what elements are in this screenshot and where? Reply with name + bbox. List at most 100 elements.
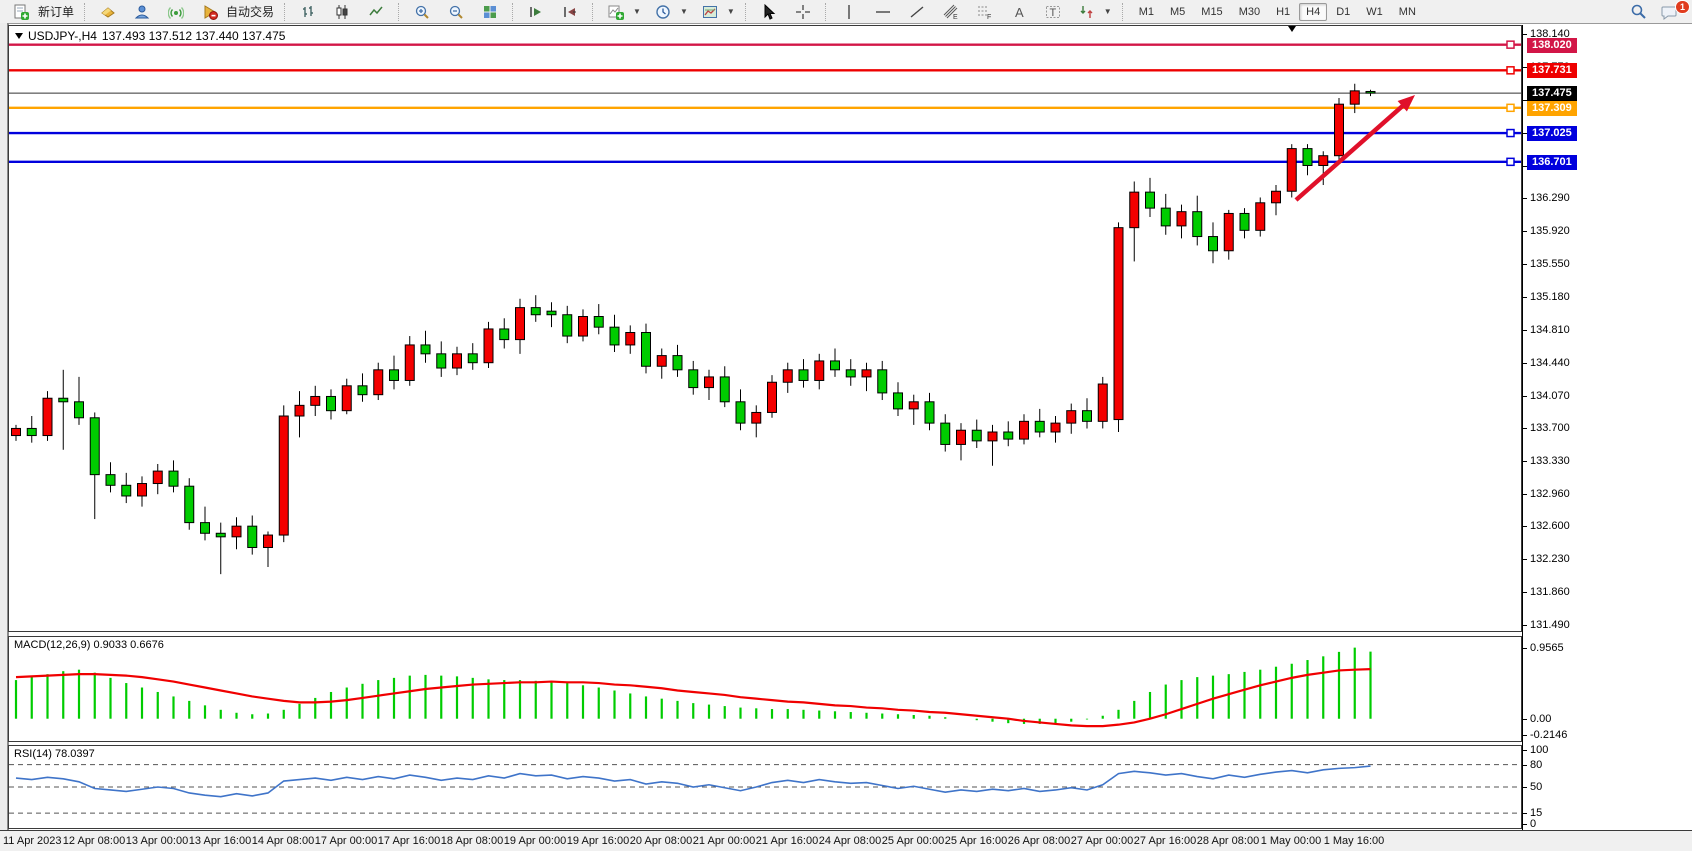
candlestick-plot[interactable] [9, 26, 1521, 631]
toolbar-separator [744, 2, 751, 21]
candle [515, 307, 525, 341]
tile-windows-button[interactable] [476, 3, 508, 21]
auto-scroll-button[interactable] [522, 3, 554, 21]
text-button[interactable]: A [1005, 3, 1037, 21]
trend-arrow-annotation[interactable] [1294, 99, 1409, 202]
candle [452, 353, 462, 369]
candle [89, 417, 100, 476]
candle [1082, 410, 1092, 422]
indicators-button[interactable]: ▼ [602, 3, 647, 21]
chat-button[interactable]: 1 [1655, 0, 1690, 21]
autotrading-button[interactable]: 自动交易 [196, 3, 280, 21]
candle [719, 376, 730, 403]
candle [1097, 383, 1108, 422]
chart-ohlc: 137.493 137.512 137.440 137.475 [101, 29, 286, 43]
timeframe-mn-button[interactable]: MN [1398, 5, 1416, 18]
rsi-line [15, 765, 1371, 798]
chart-symbol: USDJPY-,H4 [28, 29, 97, 43]
templates-button[interactable]: ▼ [696, 3, 741, 21]
rsi-tick-label: 15 [1530, 807, 1543, 820]
timeframe-w1-button[interactable]: W1 [1366, 5, 1383, 18]
bar-chart-button[interactable] [294, 3, 326, 21]
candle [105, 474, 116, 486]
main-chart-panel[interactable]: USDJPY-,H4 137.493 137.512 137.440 137.4… [8, 25, 1522, 632]
time-tick-label: 21 Apr 00:00 [692, 835, 756, 847]
level-price-label: 137.309 [1527, 100, 1577, 116]
level-price-label: 138.020 [1527, 37, 1577, 53]
candle [200, 522, 210, 534]
candle [1160, 207, 1171, 227]
candle [987, 431, 998, 442]
level-price-label: 136.701 [1527, 154, 1577, 170]
axis-tick [1523, 231, 1527, 233]
label-button[interactable]: T [1039, 3, 1071, 21]
candle [11, 427, 21, 437]
horizontal-line-button[interactable] [869, 3, 901, 21]
time-tick-label: 19 Apr 00:00 [503, 835, 567, 847]
candle [499, 328, 510, 341]
search-button[interactable] [1624, 3, 1653, 21]
rsi-tick-label: 0 [1530, 818, 1537, 831]
candle [971, 429, 982, 442]
arrows-button[interactable]: ▼ [1073, 3, 1118, 21]
level-line-handle[interactable] [1506, 103, 1515, 113]
timeframe-h1-button[interactable]: H1 [1276, 5, 1291, 18]
candle [593, 316, 604, 328]
chevron-down-icon[interactable]: ▼ [633, 7, 641, 16]
candle [1318, 155, 1329, 166]
level-line-handle[interactable] [1506, 128, 1515, 138]
time-tick-label: 13 Apr 16:00 [188, 835, 252, 847]
price-axis[interactable]: 138.140137.770137.400137.030136.660136.2… [1522, 25, 1692, 830]
toolbar-separator [398, 2, 404, 21]
axis-tick [1523, 647, 1527, 649]
candlestick-button[interactable] [328, 3, 360, 21]
signals-button[interactable] [162, 3, 194, 21]
community-button[interactable] [128, 3, 160, 21]
toolbar-separator [284, 2, 290, 21]
level-line-handle[interactable] [1506, 40, 1515, 49]
timeframe-m30-button[interactable]: M30 [1238, 5, 1261, 18]
chart-shift-button[interactable] [556, 3, 588, 21]
rsi-tick-label: 50 [1530, 781, 1543, 793]
chevron-down-icon[interactable]: ▼ [1103, 7, 1112, 16]
candle [263, 534, 273, 548]
macd-panel[interactable]: MACD(12,26,9) 0.9033 0.6676 [8, 636, 1522, 742]
trendline-button[interactable] [903, 3, 935, 21]
time-axis[interactable]: 11 Apr 2023 12 Apr 08:00 13 Apr 00:00 13 Ap… [0, 830, 1692, 851]
timeframe-m5-button[interactable]: M5 [1170, 5, 1186, 18]
price-tick-label: 133.330 [1530, 455, 1570, 468]
line-chart-button[interactable] [362, 3, 394, 21]
metaeditor-button[interactable] [94, 3, 126, 21]
timeframe-m15-button[interactable]: M15 [1201, 5, 1223, 18]
current-price-label: 137.475 [1527, 86, 1577, 102]
axis-tick [1523, 297, 1527, 298]
chevron-down-icon[interactable]: ▼ [726, 7, 735, 16]
zoom-in-button[interactable] [408, 3, 440, 21]
periods-button[interactable]: ▼ [649, 3, 694, 21]
new-order-button[interactable]: 新订单 [7, 3, 80, 21]
candle [247, 525, 258, 548]
chevron-down-icon[interactable]: ▼ [679, 7, 688, 16]
vertical-line-button[interactable] [835, 3, 867, 21]
rsi-panel[interactable]: RSI(14) 78.0397 [8, 745, 1522, 829]
candle [1239, 212, 1250, 231]
timeframe-m1-button[interactable]: M1 [1138, 5, 1154, 18]
zoom-out-button[interactable] [442, 3, 474, 21]
fibonacci-button[interactable]: F [971, 3, 1003, 21]
price-tick-label: 138.140 [1530, 28, 1570, 40]
equidistant-channel-button[interactable]: E [937, 3, 969, 21]
chart-shift-marker[interactable] [1288, 26, 1296, 32]
level-line-handle[interactable] [1506, 157, 1515, 167]
chart-expand-icon[interactable] [15, 33, 23, 39]
timeframe-d1-button[interactable]: D1 [1336, 5, 1351, 18]
cursor-button[interactable] [755, 3, 787, 21]
candle [26, 427, 37, 437]
timeframe-h4-button[interactable]: H4 [1299, 2, 1328, 21]
level-line-handle[interactable] [1506, 66, 1515, 75]
candle [1176, 211, 1187, 227]
crosshair-button[interactable] [789, 3, 821, 21]
candle [845, 369, 856, 378]
axis-tick [1523, 734, 1527, 736]
axis-tick [1523, 591, 1527, 593]
